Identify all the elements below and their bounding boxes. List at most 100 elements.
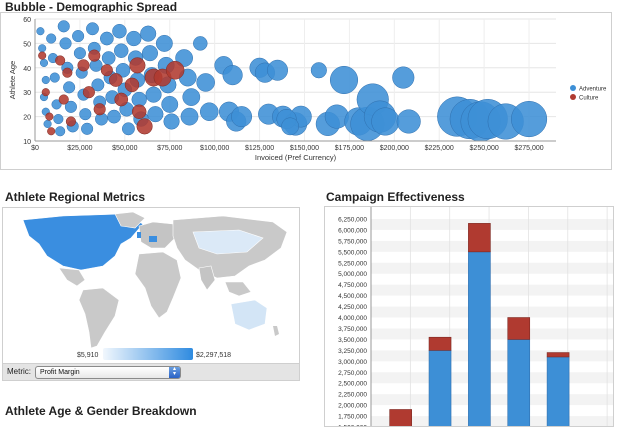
map-region-se-asia[interactable]: [224, 281, 252, 297]
bubble-point-culture[interactable]: [45, 112, 54, 121]
campaign-bar-segment-blue[interactable]: [428, 350, 452, 427]
bubble-point-adventure[interactable]: [64, 100, 77, 113]
campaign-bar-segment-red[interactable]: [389, 409, 412, 427]
campaign-bar-segment-blue[interactable]: [468, 251, 491, 427]
bubble-point-adventure[interactable]: [59, 37, 72, 50]
bubble-point-adventure[interactable]: [49, 72, 60, 83]
map-region-central-europe[interactable]: [149, 236, 157, 242]
bubble-point-culture[interactable]: [93, 103, 106, 116]
bubble-point-culture[interactable]: [136, 118, 153, 135]
campaign-bar-segment-blue[interactable]: [546, 356, 570, 427]
bubble-point-culture[interactable]: [41, 88, 50, 97]
map-region-south-america[interactable]: [78, 287, 120, 349]
bubble-point-adventure[interactable]: [101, 51, 116, 65]
map-region-india[interactable]: [198, 265, 216, 291]
campaign-bar-segment-red[interactable]: [546, 352, 570, 358]
bubble-point-culture[interactable]: [38, 51, 47, 60]
bubble-point-culture[interactable]: [62, 67, 73, 78]
bubble-point-adventure[interactable]: [121, 122, 135, 136]
bubble-point-adventure[interactable]: [43, 119, 52, 128]
bubble-point-culture[interactable]: [82, 86, 95, 99]
bubble-point-culture[interactable]: [65, 116, 76, 127]
bubble-point-adventure[interactable]: [182, 88, 201, 106]
bubble-point-culture[interactable]: [108, 73, 123, 87]
bubble-point-culture[interactable]: [100, 64, 113, 77]
map-region-uk[interactable]: [137, 232, 141, 238]
map-region-africa[interactable]: [134, 251, 182, 319]
bubble-point-adventure[interactable]: [63, 81, 76, 94]
map-min-label: $5,910: [77, 352, 99, 359]
bubble-point-culture[interactable]: [47, 127, 56, 136]
bubble-point-adventure[interactable]: [392, 66, 415, 89]
map-region-mexico[interactable]: [58, 267, 86, 287]
bubble-point-adventure[interactable]: [115, 62, 131, 78]
bubble-point-adventure[interactable]: [79, 108, 92, 121]
map-region-new-zealand[interactable]: [273, 326, 279, 336]
bubble-point-adventure[interactable]: [53, 113, 64, 125]
bubble-point-adventure[interactable]: [126, 30, 142, 47]
bubble-point-adventure[interactable]: [396, 109, 421, 134]
bubble-point-adventure[interactable]: [180, 107, 199, 126]
bubble-point-adventure[interactable]: [39, 58, 49, 67]
campaign-bar-segment-red[interactable]: [428, 336, 452, 351]
bubble-point-adventure[interactable]: [329, 65, 359, 95]
bubble-point-adventure[interactable]: [140, 25, 157, 42]
bubble-point-adventure[interactable]: [310, 62, 327, 79]
bubble-point-adventure[interactable]: [73, 47, 86, 60]
bubble-point-culture[interactable]: [58, 94, 69, 105]
bubble-point-adventure[interactable]: [231, 106, 253, 128]
bubble-point-adventure[interactable]: [113, 43, 129, 58]
bubble-point-adventure[interactable]: [38, 44, 47, 53]
bubble-point-adventure[interactable]: [222, 65, 243, 86]
bubble-point-adventure[interactable]: [281, 117, 299, 136]
bubble-point-adventure[interactable]: [81, 122, 94, 135]
campaign-title: Campaign Effectiveness: [326, 190, 465, 204]
campaign-bar-segment-blue[interactable]: [507, 339, 531, 427]
bubble-point-adventure[interactable]: [86, 22, 99, 36]
bubble-point-adventure[interactable]: [196, 73, 215, 92]
bubble-point-adventure[interactable]: [371, 107, 400, 136]
bubble-x-label: Invoiced (Pref Currency): [255, 153, 337, 162]
bubble-point-culture[interactable]: [88, 49, 101, 62]
bubble-point-adventure[interactable]: [55, 126, 66, 137]
bubble-point-adventure[interactable]: [107, 109, 121, 124]
bubble-point-culture[interactable]: [165, 60, 185, 80]
campaign-chart[interactable]: 6,250,000 6,000,000 5,750,000 5,500,000 5,25…: [325, 207, 614, 427]
bubble-point-culture[interactable]: [129, 57, 146, 74]
bubble-point-culture[interactable]: [77, 59, 90, 72]
bubble-point-adventure[interactable]: [41, 75, 50, 85]
bubble-point-adventure[interactable]: [147, 106, 164, 123]
regional-map-panel: $5,910 $2,297,518: [2, 207, 300, 379]
bubble-point-adventure[interactable]: [112, 23, 127, 39]
bubble-point-adventure[interactable]: [163, 113, 180, 130]
bubble-point-adventure[interactable]: [145, 86, 162, 103]
bubble-point-adventure[interactable]: [267, 59, 288, 81]
bubble-point-adventure[interactable]: [100, 31, 114, 46]
bubble-point-culture[interactable]: [124, 77, 140, 93]
bubble-point-adventure[interactable]: [200, 102, 219, 121]
bubble-point-adventure[interactable]: [193, 36, 208, 51]
map-region-greenland[interactable]: [114, 211, 146, 229]
bubble-x-tick: $25,000: [67, 145, 92, 152]
map-region-russia-east[interactable]: [192, 229, 264, 255]
bubble-point-adventure[interactable]: [161, 95, 179, 113]
map-region-europe[interactable]: [138, 221, 176, 249]
world-map[interactable]: $5,910 $2,297,518: [3, 208, 301, 380]
map-region-australia[interactable]: [230, 299, 268, 331]
bubble-point-adventure[interactable]: [91, 78, 105, 92]
bubble-point-adventure[interactable]: [141, 45, 159, 62]
bubble-point-adventure[interactable]: [511, 100, 548, 138]
campaign-bar-segment-red[interactable]: [507, 317, 531, 340]
bubble-point-culture[interactable]: [55, 55, 66, 66]
bubble-point-culture[interactable]: [114, 92, 129, 107]
bubble-point-culture[interactable]: [131, 104, 147, 119]
bubble-point-adventure[interactable]: [57, 20, 70, 33]
bubble-point-adventure[interactable]: [36, 27, 45, 36]
bubble-chart[interactable]: 10 20 30 40 50 60 $0 $25,000 $50,000 $75,000 $100,…: [1, 13, 613, 171]
bubble-point-adventure[interactable]: [46, 33, 57, 44]
bubble-point-adventure[interactable]: [155, 34, 173, 52]
bubble-point-adventure[interactable]: [72, 30, 85, 43]
metric-dropdown[interactable]: Profit Margin ▴ ▾: [35, 366, 181, 379]
campaign-bar-segment-red[interactable]: [468, 223, 491, 253]
bubble-point-adventure[interactable]: [51, 99, 62, 110]
